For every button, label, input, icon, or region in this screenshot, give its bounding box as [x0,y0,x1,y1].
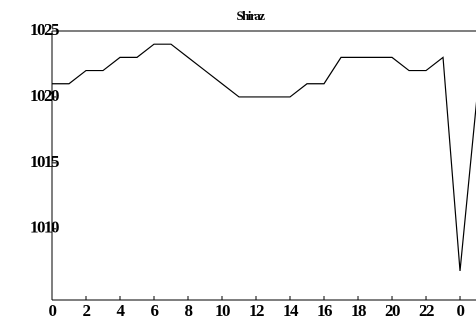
x-tick-label: 0 [457,301,465,320]
y-tick-label: 1010 [30,218,59,237]
x-tick-label: 18 [351,301,366,320]
x-tick-label: 12 [249,301,264,320]
x-tick-label: 0 [49,301,57,320]
x-tick-label: 8 [185,301,193,320]
x-tick-label: 6 [151,301,159,320]
plot-area [52,43,476,272]
x-tick-label: 2 [83,301,91,320]
line-series [52,43,476,272]
x-tick-label: 16 [317,301,332,320]
x-tick-label: 4 [117,301,126,320]
x-tick-label: 20 [385,301,400,320]
x-tick-label: 14 [283,301,299,320]
y-tick-label: 1025 [30,20,59,39]
x-tick-label: 10 [215,301,230,320]
y-tick-label: 1015 [30,152,59,171]
x-tick-label: 22 [419,301,434,320]
chart-title: Shiraz [236,8,265,23]
y-tick-label: 1020 [30,86,59,105]
